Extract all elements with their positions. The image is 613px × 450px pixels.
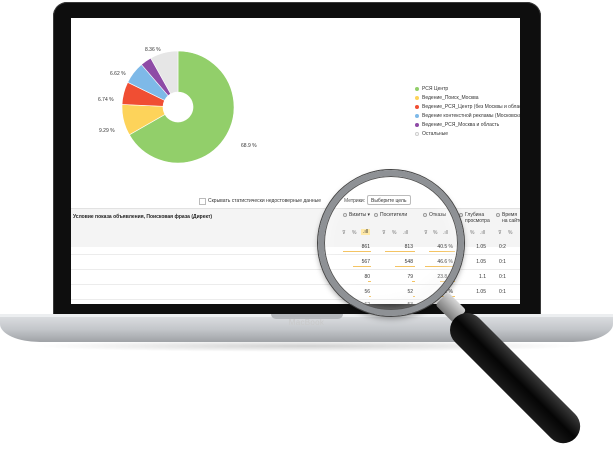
column-depth-label: Глубина [465, 212, 485, 218]
laptop-shadow [30, 340, 583, 352]
time-cell: 0:1 [499, 274, 506, 280]
legend-label: Остальные [422, 130, 449, 137]
legend-item[interactable]: Ведение_Поиск_Москва [415, 93, 520, 102]
depth-cell: 1.1 [479, 274, 486, 280]
column-info-icon [459, 212, 463, 217]
pie-label-other: 8.36 % [145, 47, 161, 53]
legend-dot [415, 122, 419, 127]
legend-item[interactable]: Ведение контекстной рекламы (Московская … [415, 111, 520, 120]
legend-dot [415, 86, 419, 91]
hide-unreliable-label: Скрывать статистически недостоверные дан… [208, 198, 321, 204]
pie-label-yellow: 9.29 % [99, 128, 115, 134]
percent-icon[interactable]: % [508, 230, 513, 236]
column-info-icon [496, 212, 500, 217]
column-time-label: Время [502, 212, 518, 218]
time-cell: 0:2 [499, 244, 506, 250]
legend-item[interactable]: РСЯ Центр [415, 84, 520, 93]
magnifier-lens-icon [318, 170, 464, 316]
pie-chart [121, 50, 235, 164]
depth-cell: 1.05 [476, 289, 486, 295]
legend-label: Ведение_Поиск_Москва [422, 94, 479, 101]
dimension-column-title[interactable]: Условие показа объявления, Поисковая фра… [73, 214, 213, 220]
column-depth-label-2: просмотра [465, 218, 490, 224]
time-cell: 0:1 [499, 259, 506, 265]
column-depth[interactable]: Глубина просмотра [459, 212, 490, 224]
bar-chart-icon[interactable]: .ıll [480, 230, 485, 236]
column-time-label-2: на сайте [502, 218, 520, 224]
depth-cell: 1.05 [476, 259, 486, 265]
legend-label: Ведение_РСЯ_Центр (без Москвы и области) [422, 103, 520, 110]
legend-item[interactable]: Остальные [415, 129, 520, 138]
time-cell: 0:1 [499, 289, 506, 295]
laptop-notch [271, 314, 343, 319]
legend-item[interactable]: Ведение_РСЯ_Центр (без Москвы и области) [415, 102, 520, 111]
legend-dot [415, 113, 419, 118]
legend-label: Ведение контекстной рекламы (Московская … [422, 112, 520, 119]
laptop-brand: MacBook [288, 318, 325, 327]
pie-label-green: 68.9 % [241, 143, 257, 149]
chart-legend: РСЯ Центр Ведение_Поиск_Москва Ведение_Р… [415, 84, 520, 138]
percent-icon[interactable]: % [470, 230, 475, 236]
hide-unreliable-checkbox[interactable] [199, 198, 206, 205]
legend-dot [415, 104, 419, 109]
filter-icon[interactable]: ⊽ [498, 230, 502, 236]
pie-slice-green[interactable] [128, 50, 235, 164]
legend-item[interactable]: Ведение_РСЯ_Москва и область [415, 120, 520, 129]
legend-dot [415, 131, 419, 136]
legend-dot [415, 95, 419, 100]
legend-label: Ведение_РСЯ_Москва и область [422, 121, 500, 128]
bounces-cell: 36.2 % [437, 289, 453, 295]
pie-slice-grey[interactable] [150, 50, 179, 95]
pie-label-purple: 6.62 % [110, 71, 126, 77]
depth-cell: 1.05 [476, 244, 486, 250]
pie-label-red: 6.74 % [98, 97, 114, 103]
legend-label: РСЯ Центр [422, 85, 449, 92]
